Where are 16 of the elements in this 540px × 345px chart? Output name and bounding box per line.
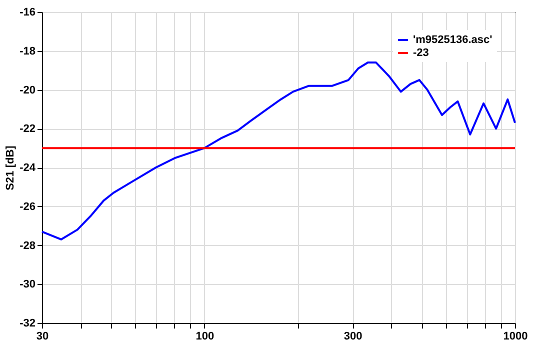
y-tick-label: -32 [20, 318, 36, 330]
y-tick-label: -24 [20, 162, 36, 174]
y-tick-label: -22 [20, 123, 36, 136]
y-tick-label: -18 [20, 45, 36, 58]
x-tick-label: 300 [344, 330, 362, 342]
y-tick-label: -20 [20, 84, 36, 96]
x-tick-label: 30 [36, 330, 49, 342]
legend-label: -23 [413, 47, 429, 59]
x-tick-label: 100 [196, 330, 214, 342]
y-axis-title: S21 [dB] [4, 145, 17, 190]
x-tick-label: 1000 [503, 330, 528, 342]
legend-label: 'm9525136.asc' [413, 34, 493, 46]
y-tick-label: -16 [20, 6, 36, 18]
y-tick-label: -30 [20, 278, 36, 291]
y-tick-label: -28 [20, 240, 36, 252]
y-tick-label: -26 [20, 200, 36, 213]
